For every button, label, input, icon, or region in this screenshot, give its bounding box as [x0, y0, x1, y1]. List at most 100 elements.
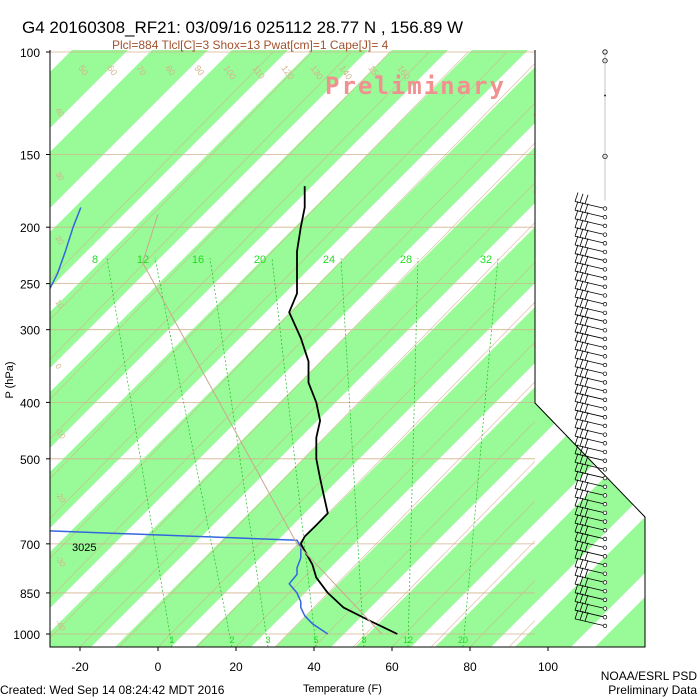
y-tick-label: 150 [20, 148, 40, 162]
wind-barb-station [602, 328, 608, 333]
isotherm-line [275, 381, 535, 647]
x-tick-label: 20 [229, 660, 243, 674]
wind-barb-feather [579, 497, 584, 508]
x-axis-label: Temperature (F) [303, 683, 382, 695]
green-band [0, 0, 18, 700]
wind-barb-feather [574, 592, 579, 602]
mixing-ratio-line [209, 257, 269, 647]
wind-barb-feather [584, 568, 589, 578]
wind-barb-feather [579, 454, 584, 464]
wind-barb-feather [579, 245, 584, 256]
wind-barb-feather [579, 584, 584, 595]
wind-barb-feather [579, 410, 584, 421]
wind-barb-feather [574, 331, 579, 341]
wind-barb-station [602, 380, 608, 385]
mixing-ratio-bottom-label: 1 [169, 635, 174, 645]
wind-barb-feather [584, 473, 589, 483]
wind-barb-station [602, 484, 608, 489]
wind-barb-feather [579, 376, 584, 386]
mixing-ratio-bottom-label: 12 [403, 635, 413, 645]
wind-barb-feather [574, 479, 579, 489]
wind-barb-station [602, 615, 608, 620]
isotherm-top-label: 50 [76, 63, 90, 77]
wind-barb-feather [584, 533, 589, 544]
isotherm-left-label: 0 [53, 362, 63, 371]
wind-barb-feather [579, 558, 584, 569]
wind-barb-feather [574, 496, 579, 506]
wind-barb-feather [584, 586, 589, 596]
wind-barb-feather [584, 490, 589, 500]
wind-barb-feather [574, 253, 579, 263]
wind-barb-feather [584, 220, 589, 231]
wind-barb-feather [579, 550, 584, 560]
wind-barb-feather [574, 288, 579, 298]
wind-barb-feather [574, 279, 579, 289]
mixing-ratio-bottom-label: 2 [229, 635, 234, 645]
wind-barb-feather [579, 210, 584, 221]
y-tick-label: 250 [20, 278, 40, 292]
mixing-ratio-line [462, 257, 499, 647]
wind-barb-feather [579, 358, 584, 369]
mixing-ratio-bottom-label: 3 [265, 635, 270, 645]
wind-barb-feather [584, 316, 589, 326]
wind-barb-feather [584, 368, 589, 378]
isotherm-line [666, 52, 700, 646]
wind-barb-feather [584, 307, 589, 318]
wind-barb-feather [584, 403, 589, 413]
wind-barb-feather [584, 420, 589, 431]
wind-barb-feather [574, 296, 579, 306]
green-band [515, 627, 535, 647]
wind-barb-feather [574, 418, 579, 428]
wind-barb-feather [584, 264, 589, 274]
isotherm-line [50, 102, 535, 599]
wind-barb-feather [574, 566, 579, 576]
wind-barb-feather [574, 348, 579, 359]
wind-barb-feather [584, 212, 589, 222]
wind-barb-feather [579, 610, 584, 621]
wind-barb-station [602, 562, 608, 568]
isotherm-right-label: 30 [530, 104, 551, 125]
org-label: NOAA/ESRL PSD [601, 669, 698, 683]
wind-barb-feather [579, 280, 584, 290]
indices-line: Plcl=884 Tlcl[C]=3 Shox=13 Pwat[cm]=1 Ca… [112, 38, 389, 52]
isotherm-line [50, 51, 274, 281]
wind-barb-panel [574, 49, 608, 629]
wind-barb-feather [584, 273, 589, 283]
mixing-ratio-lines: 8 12 16 20 24 28 321 2 3 5 8 12 20 [92, 254, 499, 647]
y-tick-label: 500 [20, 453, 40, 467]
wind-barb-feather [574, 435, 579, 446]
wind-barb-feather [574, 601, 579, 611]
series-line-dewpoint-upper [50, 207, 82, 289]
wind-barb-feather [574, 548, 579, 559]
wind-barb-feather [584, 359, 589, 370]
wind-barb-feather [574, 374, 579, 385]
wind-barb-feather [574, 235, 579, 246]
height-label-700: 3025 [72, 542, 96, 554]
isotherm-line [50, 62, 535, 559]
mixing-ratio-bottom-label: 20 [458, 635, 468, 645]
wind-barb-feather [574, 557, 579, 567]
wind-barb-feather [584, 455, 589, 465]
wind-barb-feather [579, 237, 584, 247]
x-tick-label: 40 [307, 660, 321, 674]
wind-barb-station [602, 371, 608, 376]
wind-barb-station [602, 597, 608, 602]
wind-barb-feather [584, 255, 589, 265]
y-tick-label: 850 [20, 587, 40, 601]
wind-barb-feather [579, 254, 584, 264]
isotherm-right-label: 0 [530, 339, 545, 355]
green-band [435, 547, 535, 647]
wind-barb-feather [579, 367, 584, 377]
wind-barb-feather [584, 194, 589, 205]
x-tick-label: 80 [463, 660, 477, 674]
wind-barb-station [602, 241, 608, 246]
y-tick-label: 700 [20, 538, 40, 552]
wind-barb-feather [579, 445, 584, 456]
wind-barb-station [602, 432, 608, 437]
wind-barb-feather [579, 297, 584, 308]
wind-barb-feather [579, 332, 584, 342]
wind-barb-station [602, 415, 608, 420]
wind-barb-feather [584, 351, 589, 361]
